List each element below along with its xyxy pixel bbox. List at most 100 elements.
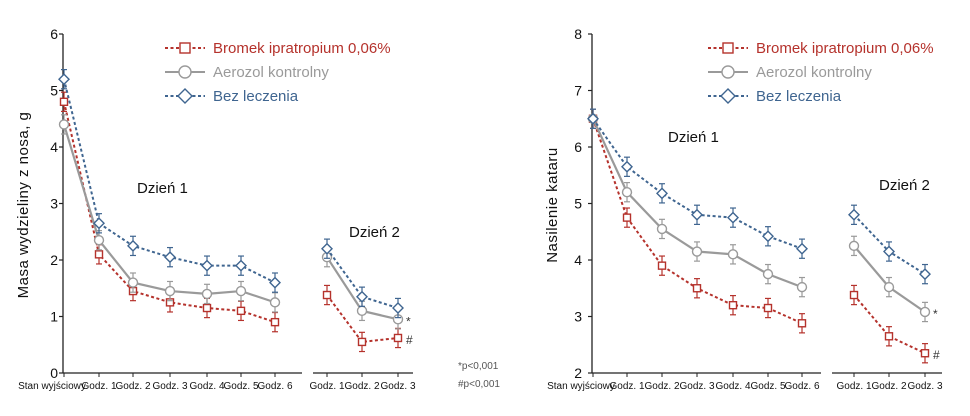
day2-label: Dzień 2 bbox=[349, 224, 400, 241]
data-point-circle bbox=[919, 306, 931, 318]
data-point-diamond bbox=[919, 268, 931, 281]
y-tick-label: 6 bbox=[574, 139, 582, 155]
legend-marker-circle bbox=[178, 65, 192, 79]
x-tick-label: Godz. 3 bbox=[380, 381, 415, 392]
x-tick-label: Godz. 3 bbox=[152, 381, 187, 392]
x-tick-label: Godz. 2 bbox=[871, 381, 906, 392]
legend-label: Aerozol kontrolny bbox=[213, 64, 329, 81]
significance-marker: # bbox=[933, 348, 940, 362]
y-tick-label: 5 bbox=[574, 196, 582, 212]
significance-marker: * bbox=[406, 314, 411, 328]
data-point-diamond bbox=[392, 302, 404, 315]
data-point-square bbox=[763, 303, 773, 313]
y-tick-label: 4 bbox=[50, 139, 58, 155]
x-tick-label: Stan wyjściowy bbox=[547, 381, 615, 392]
data-point-circle bbox=[727, 249, 739, 260]
y-tick-label: 8 bbox=[574, 26, 582, 42]
data-point-circle bbox=[127, 277, 139, 288]
data-point-square bbox=[59, 97, 69, 107]
data-point-circle bbox=[762, 268, 774, 280]
x-tick-label: Godz. 3 bbox=[907, 381, 942, 392]
footnote-hash: #p<0,001 bbox=[458, 379, 500, 390]
y-axis-label: Nasilenie kataru bbox=[544, 147, 561, 263]
data-point-circle bbox=[621, 186, 633, 198]
x-tick-label: Godz. 5 bbox=[223, 381, 258, 392]
x-tick-label: Godz. 6 bbox=[784, 381, 819, 392]
data-point-diamond bbox=[621, 160, 633, 173]
data-point-circle bbox=[356, 305, 368, 317]
data-point-square bbox=[920, 349, 930, 358]
data-point-circle bbox=[656, 223, 668, 235]
data-point-square bbox=[622, 213, 632, 222]
y-tick-label: 1 bbox=[50, 309, 58, 325]
data-point-circle bbox=[691, 246, 703, 257]
data-point-square bbox=[357, 337, 367, 347]
legend-marker-square bbox=[722, 42, 734, 54]
x-tick-label: Godz. 6 bbox=[257, 381, 292, 392]
x-tick-label: Godz. 4 bbox=[715, 381, 750, 392]
data-point-square bbox=[270, 317, 280, 327]
x-tick-label: Godz. 1 bbox=[81, 381, 116, 392]
data-point-diamond bbox=[93, 217, 105, 230]
day1-label: Dzień 1 bbox=[668, 129, 719, 146]
y-axis-label: Masa wydzieliny z nosa, g bbox=[15, 112, 32, 299]
data-point-diamond bbox=[269, 276, 281, 289]
legend-marker-diamond bbox=[177, 88, 193, 104]
series-line-day2 bbox=[326, 294, 399, 343]
data-point-diamond bbox=[727, 211, 739, 224]
data-point-diamond bbox=[883, 245, 895, 258]
x-tick-label: Godz. 1 bbox=[836, 381, 871, 392]
data-point-diamond bbox=[201, 259, 213, 272]
data-point-square bbox=[202, 303, 212, 313]
data-point-square bbox=[728, 301, 738, 310]
data-point-diamond bbox=[656, 187, 668, 200]
data-point-square bbox=[393, 333, 403, 343]
footnote-star: *p<0,001 bbox=[458, 361, 499, 372]
data-point-circle bbox=[164, 285, 176, 297]
data-point-diamond bbox=[762, 230, 774, 243]
y-tick-label: 7 bbox=[574, 83, 582, 99]
data-point-diamond bbox=[587, 112, 599, 125]
day2-label: Dzień 2 bbox=[879, 177, 930, 194]
data-point-circle bbox=[269, 297, 281, 308]
y-tick-label: 5 bbox=[50, 83, 58, 99]
data-point-diamond bbox=[127, 239, 139, 252]
significance-marker: * bbox=[933, 307, 938, 321]
legend-label: Bez leczenia bbox=[756, 88, 842, 105]
data-point-circle bbox=[201, 288, 213, 300]
data-point-diamond bbox=[356, 290, 368, 303]
data-point-circle bbox=[58, 119, 70, 130]
x-tick-label: Godz. 4 bbox=[189, 381, 224, 392]
x-tick-label: Stan wyjściowy bbox=[18, 381, 86, 392]
data-point-square bbox=[797, 319, 807, 328]
data-point-diamond bbox=[691, 208, 703, 221]
x-tick-label: Godz. 1 bbox=[609, 381, 644, 392]
data-point-circle bbox=[93, 235, 105, 246]
data-point-diamond bbox=[848, 208, 860, 221]
data-point-circle bbox=[883, 281, 895, 293]
data-point-square bbox=[236, 306, 246, 316]
y-tick-label: 2 bbox=[50, 252, 58, 268]
series-line-day2 bbox=[853, 294, 926, 355]
data-point-diamond bbox=[796, 242, 808, 255]
data-point-diamond bbox=[58, 73, 70, 86]
x-tick-label: Godz. 3 bbox=[679, 381, 714, 392]
y-tick-label: 6 bbox=[50, 26, 58, 42]
series-line-day2 bbox=[326, 248, 399, 309]
data-point-square bbox=[657, 261, 667, 270]
significance-marker: # bbox=[406, 333, 413, 347]
data-point-diamond bbox=[235, 259, 247, 272]
data-point-diamond bbox=[321, 242, 333, 255]
y-tick-label: 3 bbox=[574, 309, 582, 325]
data-point-circle bbox=[235, 285, 247, 297]
data-point-square bbox=[692, 284, 702, 293]
x-tick-label: Godz. 2 bbox=[344, 381, 379, 392]
day1-label: Dzień 1 bbox=[137, 180, 188, 197]
data-point-square bbox=[322, 290, 332, 300]
legend-label: Bromek ipratropium 0,06% bbox=[213, 40, 391, 57]
y-tick-label: 3 bbox=[50, 196, 58, 212]
y-tick-label: 2 bbox=[574, 365, 582, 381]
